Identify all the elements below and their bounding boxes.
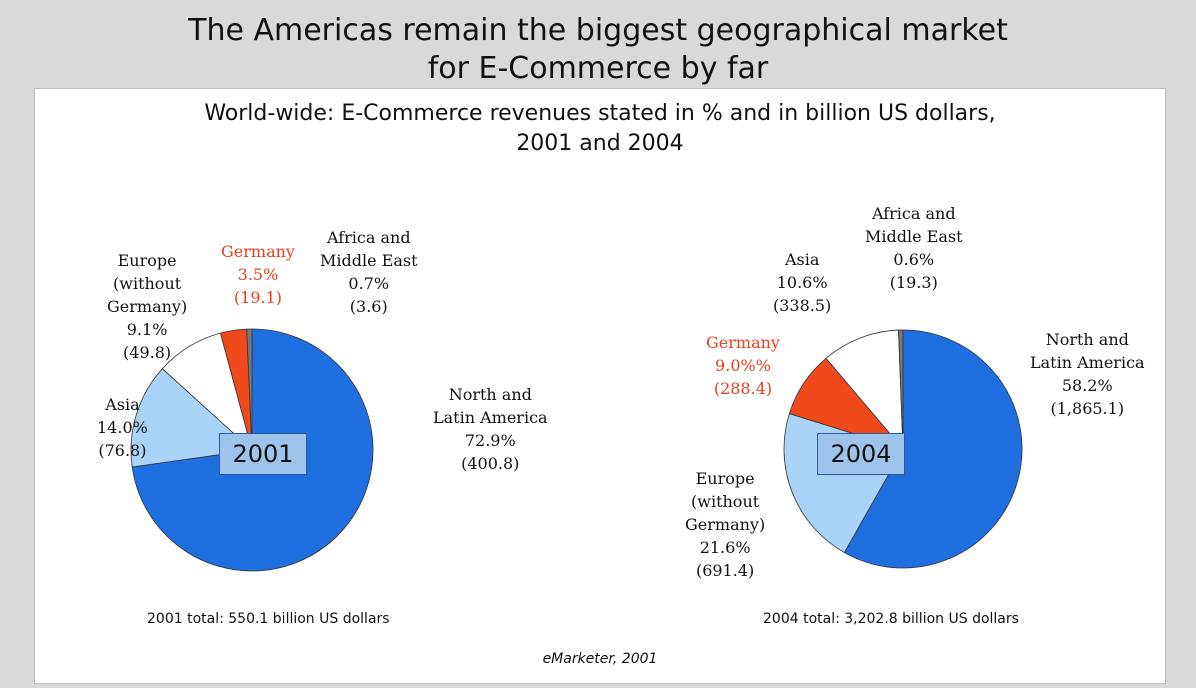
headline: The Americas remain the biggest geograph… — [0, 12, 1196, 88]
slice-label-line: Germany) — [107, 297, 188, 316]
slice-label-line: (400.8) — [461, 454, 520, 473]
year-box-2001: 2001 — [219, 433, 307, 475]
slice-label-2001-europe-without-germany: Asia 14.0% (76.8) — [97, 393, 148, 462]
slice-label-line: (without — [691, 492, 760, 511]
slice-label-line: 10.6% — [776, 273, 828, 292]
slice-label-line: (without — [113, 274, 182, 293]
slice-label-line: Asia — [105, 395, 140, 414]
source-credit: eMarketer, 2001 — [542, 651, 658, 667]
slice-label-2001-north-latin-america: North and Latin America 72.9% (400.8) — [433, 383, 548, 475]
slice-label-line: Latin America — [1030, 353, 1145, 372]
slice-label-2001-asia: Europe (without Germany) 9.1% (49.8) — [107, 249, 187, 364]
pie-charts — [130, 328, 1023, 572]
slice-label-line: 21.6% — [699, 538, 751, 557]
slice-label-line: 0.6% — [893, 250, 935, 269]
slice-label-line: (3.6) — [349, 297, 388, 316]
year-box-2004: 2004 — [817, 433, 905, 475]
slice-label-line: Middle East — [320, 251, 418, 270]
slice-label-line: Africa and — [871, 204, 956, 223]
slice-label-line: (19.1) — [233, 288, 283, 307]
subtitle-line-1: World-wide: E-Commerce revenues stated i… — [204, 101, 996, 126]
pie-slice-2004-asia — [825, 329, 904, 451]
slice-label-line: (338.5) — [773, 296, 832, 315]
slice-label-line: Africa and — [326, 228, 411, 247]
slice-label-line: (288.4) — [713, 379, 773, 398]
slice-label-line: Germany — [706, 333, 780, 352]
slice-label-line: Latin America — [433, 408, 548, 427]
pie-slice-2001-africa-middle-east — [246, 328, 253, 451]
headline-line-2: for E-Commerce by far — [427, 51, 769, 86]
slice-label-line: 0.7% — [348, 274, 390, 293]
slice-label-line: North and — [1045, 330, 1129, 349]
slice-label-2004-asia: Asia 10.6% (338.5) — [773, 248, 831, 317]
slice-label-line: (691.4) — [695, 561, 755, 580]
chart-panel: World-wide: E-Commerce revenues stated i… — [34, 88, 1166, 684]
slice-label-2004-europe-without-germany: Europe (without Germany) 21.6% (691.4) — [685, 467, 765, 582]
subtitle-line-2: 2001 and 2004 — [516, 131, 684, 156]
slice-label-2001-germany: Germany 3.5% (19.1) — [221, 240, 295, 309]
headline-line-1: The Americas remain the biggest geograph… — [188, 13, 1008, 48]
slice-label-line: Germany — [221, 242, 295, 261]
total-2004: 2004 total: 3,202.8 billion US dollars — [763, 611, 1019, 627]
pie-slice-2004-north-latin-america — [843, 329, 1023, 569]
slice-label-line: 72.9% — [464, 431, 516, 450]
slice-label-line: Middle East — [865, 227, 963, 246]
slice-label-line: Asia — [784, 250, 820, 269]
slice-label-line: 3.5% — [237, 265, 279, 284]
slice-label-2004-germany: Germany 9.0%% (288.4) — [706, 331, 780, 400]
slice-label-line: 9.1% — [126, 320, 168, 339]
chart-subtitle: World-wide: E-Commerce revenues stated i… — [35, 99, 1165, 159]
slice-label-2004-north-latin-america: North and Latin America 58.2% (1,865.1) — [1030, 328, 1145, 420]
total-2001: 2001 total: 550.1 billion US dollars — [147, 611, 390, 627]
slice-label-line: (76.8) — [98, 441, 147, 460]
slice-label-line: (49.8) — [123, 343, 172, 362]
slice-label-line: Europe — [695, 469, 755, 488]
slice-label-line: (1,865.1) — [1050, 399, 1125, 418]
slice-label-2004-africa-middle-east: Africa and Middle East 0.6% (19.3) — [865, 202, 963, 294]
slice-label-line: (19.3) — [889, 273, 938, 292]
slice-label-line: Germany) — [685, 515, 766, 534]
slice-label-line: Europe — [117, 251, 177, 270]
slice-label-line: North and — [448, 385, 532, 404]
slice-label-2001-africa-middle-east: Africa and Middle East 0.7% (3.6) — [320, 226, 418, 318]
slice-label-line: 9.0%% — [715, 356, 771, 375]
pie-slice-2004-africa-middle-east — [898, 329, 904, 450]
slice-label-line: 58.2% — [1061, 376, 1113, 395]
slice-label-line: 14.0% — [97, 418, 148, 437]
